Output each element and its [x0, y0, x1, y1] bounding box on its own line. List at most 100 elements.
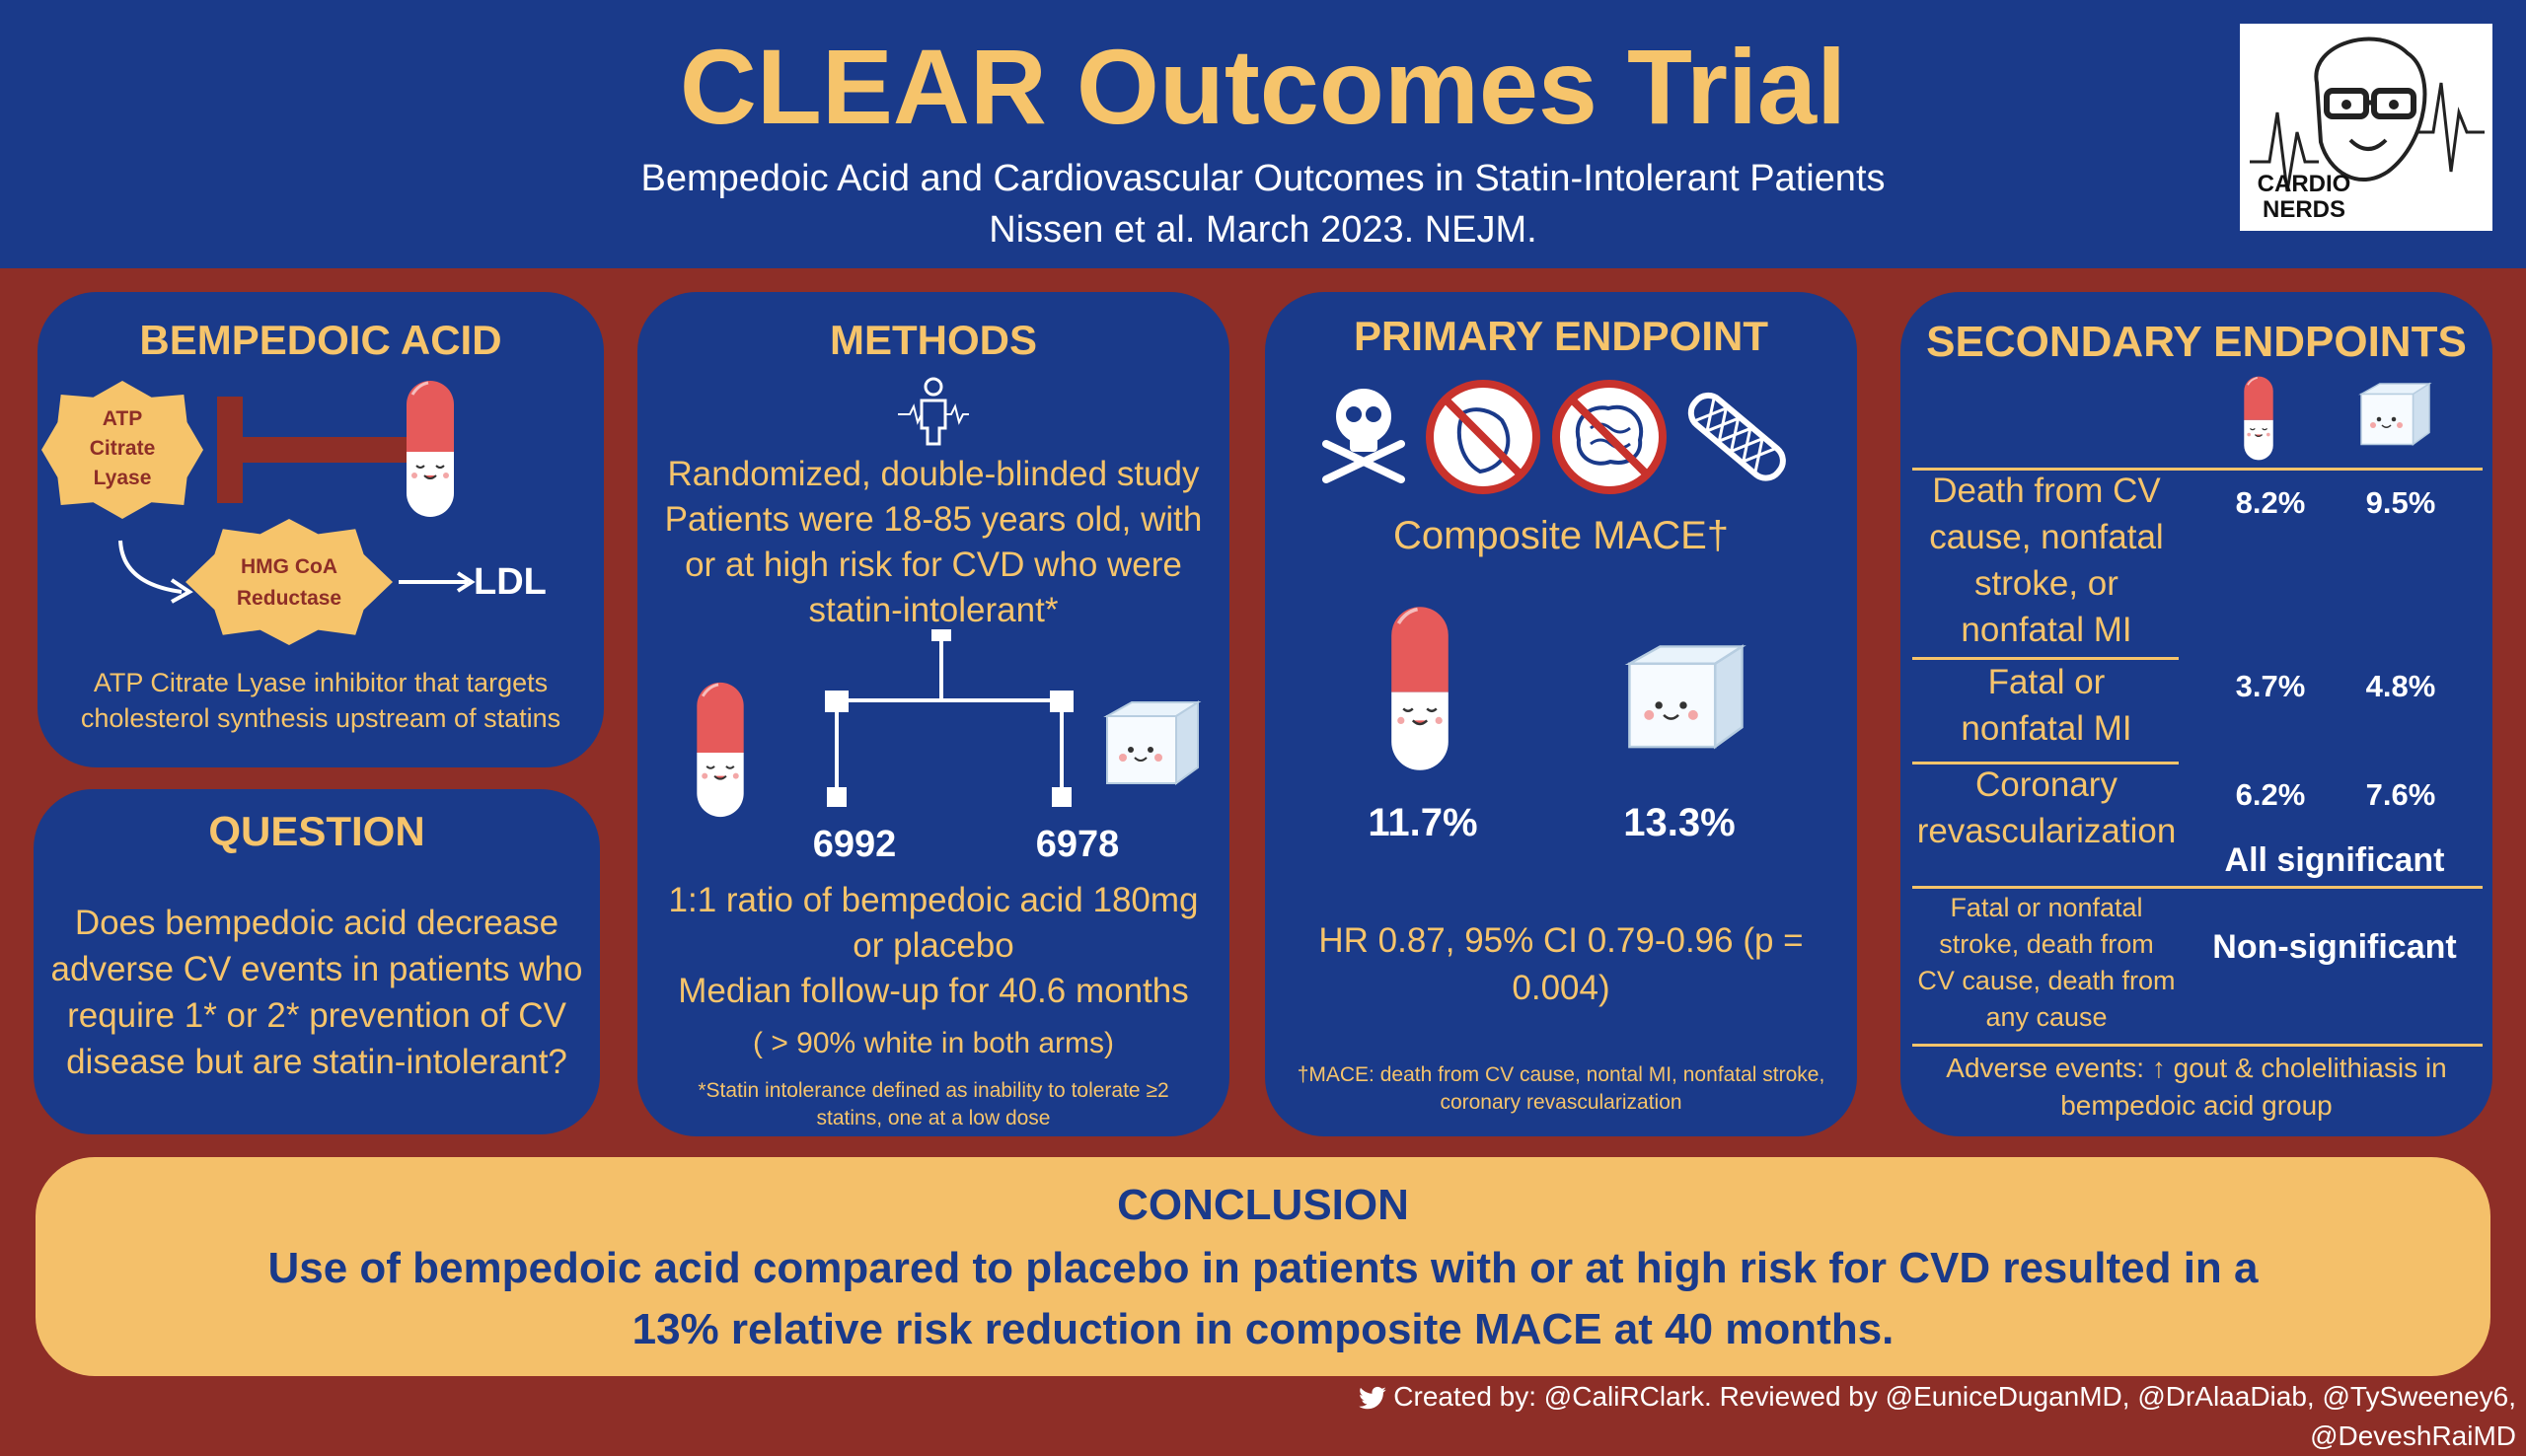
panel-title: PRIMARY ENDPOINT — [1353, 313, 1769, 359]
ratio-line2: or placebo — [853, 926, 1014, 965]
question-line: require 1* or 2* prevention of CV — [67, 996, 566, 1035]
no-stroke-brain-icon — [1552, 380, 1667, 494]
endpoint-label-line: nonfatal MI — [1961, 611, 2132, 649]
drug-arm-count: 6992 — [812, 824, 897, 865]
curved-arrow-icon — [118, 540, 193, 604]
conclusion-line1: Use of bempedoic acid compared to placeb… — [267, 1244, 2259, 1292]
methods-footnote-line1: *Statin intolerance defined as inability… — [698, 1079, 1169, 1102]
hmg-coa-reductase-enzyme: HMG CoA Reductase — [186, 519, 393, 645]
ldl-label: LDL — [474, 561, 547, 603]
conclusion-line2: 13% relative risk reduction in composite… — [632, 1305, 1894, 1353]
demographics-text: ( > 90% white in both arms) — [753, 1027, 1114, 1059]
drug-rate: 8.2% — [2235, 485, 2306, 520]
hazard-ratio-line1: HR 0.87, 95% CI 0.79-0.96 (p = — [1318, 921, 1804, 960]
bempedoic-pill-icon — [1375, 600, 1464, 777]
methods-line: statin-intolerant* — [808, 591, 1059, 629]
cardionerds-logo: CARDIO NERDS — [2240, 24, 2492, 231]
endpoint-label-line: Fatal or — [1987, 663, 2106, 701]
nonsig-label-line: stroke, death from — [1939, 929, 2154, 959]
inhibition-arrow-icon — [243, 437, 416, 463]
endpoint-label-line: Coronary — [1975, 765, 2117, 804]
question-line: disease but are statin-intolerant? — [66, 1043, 567, 1081]
enzyme-label-3: Lyase — [93, 467, 152, 489]
panel-title: METHODS — [830, 317, 1037, 363]
placebo-sugar-cube-icon — [2346, 379, 2435, 454]
logo-text: CARDIO NERDS — [2257, 171, 2351, 223]
conclusion-title: CONCLUSION — [1117, 1181, 1409, 1229]
arrow-right-icon — [399, 571, 476, 593]
panel-title: QUESTION — [208, 808, 425, 854]
hazard-ratio-line2: 0.004) — [1512, 969, 1610, 1007]
twitter-icon — [1359, 1386, 1387, 1409]
divider — [1912, 468, 2483, 471]
patient-monitor-icon — [898, 377, 969, 446]
citation: Nissen et al. March 2023. NEJM. — [989, 209, 1537, 251]
drug-rate: 6.2% — [2235, 777, 2306, 812]
credits-footer: Created by: @CaliRClark. Reviewed by @Eu… — [1154, 1377, 2516, 1451]
placebo-rate: 7.6% — [2365, 777, 2436, 812]
placebo-mace-rate: 13.3% — [1623, 801, 1736, 844]
endpoint-label-line: stroke, or — [1974, 564, 2118, 603]
methods-line: Patients were 18-85 years old, with — [664, 500, 1203, 539]
secondary-endpoints-panel: SECONDARY ENDPOINTS Death from CV cause,… — [1900, 292, 2492, 1136]
endpoint-label-line: nonfatal MI — [1961, 709, 2132, 748]
stent-icon — [1687, 392, 1786, 481]
divider — [1912, 1044, 2483, 1047]
divider — [1912, 762, 2179, 764]
page-subtitle: Bempedoic Acid and Cardiovascular Outcom… — [640, 158, 1886, 199]
primary-endpoint-panel: PRIMARY ENDPOINT Composite MACE† 11.7% 1… — [1265, 292, 1857, 1136]
nonsig-label-line: any cause — [1985, 1002, 2108, 1032]
bempedoic-caption-line1: ATP Citrate Lyase inhibitor that targets — [93, 668, 549, 697]
nonsig-label-line: Fatal or nonfatal — [1950, 893, 2143, 922]
bempedoic-pill-icon — [2236, 373, 2281, 464]
ratio-line1: 1:1 ratio of bempedoic acid 180mg — [668, 881, 1199, 919]
bempedoic-acid-panel: BEMPEDOIC ACID ATP Citrate Lyase HMG CoA… — [37, 292, 604, 767]
drug-rate: 3.7% — [2235, 669, 2306, 703]
placebo-rate: 4.8% — [2365, 669, 2436, 703]
methods-footnote-line2: statins, one at a low dose — [816, 1107, 1051, 1129]
placebo-sugar-cube-icon — [1087, 696, 1206, 795]
adverse-events-line1: Adverse events: ↑ gout & cholelithiasis … — [1946, 1053, 2447, 1083]
all-significant-label: All significant — [2224, 841, 2445, 879]
inhibition-bar-icon — [217, 397, 243, 503]
bempedoic-pill-icon — [391, 375, 470, 523]
enzyme-label-2: Reductase — [236, 587, 342, 610]
enzyme-label-1: ATP — [102, 407, 143, 430]
non-significant-label: Non-significant — [2212, 928, 2457, 966]
followup-text: Median follow-up for 40.6 months — [678, 972, 1189, 1010]
logo-heart-icon — [2250, 36, 2485, 192]
enzyme-label-1: HMG CoA — [241, 555, 337, 578]
methods-line: Randomized, double-blinded study — [667, 455, 1200, 493]
question-panel: QUESTION Does bempedoic acid decrease ad… — [34, 789, 600, 1134]
mace-footnote-line1: †MACE: death from CV cause, nontal MI, n… — [1297, 1063, 1825, 1086]
page-title: CLEAR Outcomes Trial — [679, 27, 1847, 146]
bempedoic-pill-icon — [683, 677, 758, 823]
panel-title: BEMPEDOIC ACID — [139, 317, 502, 363]
nonsig-label-line: CV cause, death from — [1917, 966, 2176, 995]
question-line: adverse CV events in patients who — [50, 950, 583, 988]
atp-citrate-lyase-enzyme: ATP Citrate Lyase — [41, 381, 203, 519]
adverse-events-line2: bempedoic acid group — [2060, 1090, 2333, 1121]
placebo-rate: 9.5% — [2365, 485, 2436, 520]
divider — [1912, 657, 2179, 660]
header-banner: CLEAR Outcomes Trial Bempedoic Acid and … — [0, 0, 2526, 268]
randomization-tree-diagram — [825, 629, 1074, 807]
endpoint-label-line: revascularization — [1916, 812, 2177, 850]
bempedoic-caption-line2: cholesterol synthesis upstream of statin… — [80, 703, 561, 733]
question-line: Does bempedoic acid decrease — [74, 904, 559, 942]
methods-line: or at high risk for CVD who were — [685, 546, 1182, 584]
panel-title: SECONDARY ENDPOINTS — [1926, 318, 2467, 366]
endpoint-label-line: Death from CV — [1932, 472, 2161, 510]
credits-text: Created by: @CaliRClark. Reviewed by @Eu… — [1393, 1381, 2516, 1451]
skull-crossbones-icon — [1322, 389, 1405, 483]
enzyme-label-2: Citrate — [89, 437, 156, 460]
placebo-sugar-cube-icon — [1604, 639, 1752, 762]
composite-mace-label: Composite MACE† — [1392, 514, 1730, 557]
drug-mace-rate: 11.7% — [1368, 801, 1478, 844]
methods-panel: METHODS Randomized, double-blinded study… — [637, 292, 1229, 1136]
divider — [1912, 886, 2483, 889]
conclusion-panel: CONCLUSION Use of bempedoic acid compare… — [36, 1157, 2490, 1376]
mace-footnote-line2: coronary revascularization — [1440, 1091, 1682, 1114]
no-heart-attack-icon — [1426, 380, 1540, 494]
endpoint-label-line: cause, nonfatal — [1929, 518, 2164, 556]
